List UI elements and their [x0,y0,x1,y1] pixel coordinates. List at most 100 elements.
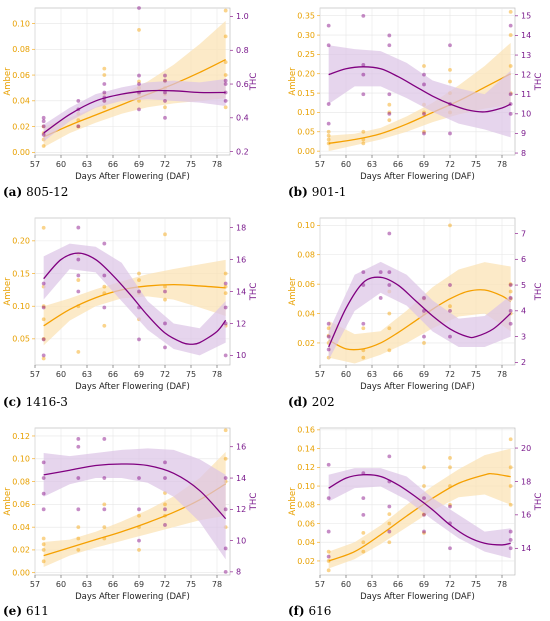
thc-data-point [223,281,228,286]
thc-data-point [41,491,46,496]
thc-tick-label: 14 [521,544,531,553]
panel-caption-tag: (a) [3,185,22,199]
panel-caption-name: 616 [309,604,332,618]
x-axis-label: Days After Flowering (DAF) [75,382,190,392]
thc-data-point [326,462,331,467]
thc-data-point [326,43,331,48]
amber-data-point [326,133,331,138]
thc-data-point [422,72,426,77]
thc-data-point [378,296,383,300]
thc-data-point [76,476,81,480]
amber-data-point [76,278,81,282]
amber-tick-label: 0.08 [12,45,30,54]
chart-panel-4: 57 60 63 66 69 72 75 780.020.040.060.080.102345… [288,217,544,409]
thc-data-point [41,507,46,512]
thc-data-point [326,321,331,326]
thc-data-point [102,476,107,480]
amber-data-point [76,350,81,354]
thc-data-point [361,72,366,77]
series-thc [41,225,228,358]
amber-tick-label: 0.06 [297,519,315,528]
x-tick-label: 60 [341,370,351,379]
amber-data-point [361,540,366,545]
amber-tick-label: 0.06 [12,500,30,509]
amber-data-point [223,428,228,433]
amber-data-point [448,304,452,309]
amber-data-point [137,278,141,282]
thc-data-point [137,82,141,86]
thc-data-point [41,119,46,124]
x-tick-label: 75 [186,580,196,589]
amber-tick-label: 0.00 [12,148,30,157]
amber-tick-label: 0.10 [12,302,30,311]
thc-confidence-band [328,45,511,138]
thc-fit-line [328,474,511,546]
amber-tick-label: 0.35 [297,12,315,21]
x-tick-label: 63 [367,370,377,379]
amber-data-point [41,336,46,341]
thc-data-point [326,334,331,339]
amber-data-point [448,223,452,228]
thc-data-point [361,512,366,517]
panel-caption-tag: (c) [3,395,22,409]
x-tick-label: 69 [419,580,429,589]
thc-data-point [163,523,167,527]
thc-data-point [448,504,452,509]
x-tick-label: 63 [82,370,92,379]
amber-data-point [326,137,331,142]
thc-tick-label: 4 [521,307,526,316]
x-tick-label: 72 [445,160,455,169]
thc-data-point [102,437,107,441]
amber-tick-label: 0.12 [297,463,315,472]
x-tick-label: 72 [445,580,455,589]
thc-data-point [137,6,141,10]
thc-tick-label: 8 [236,568,241,577]
amber-data-point [387,102,392,107]
x-tick-label: 66 [108,160,118,169]
thc-data-point [361,471,366,476]
thc-tick-label: 12 [236,505,246,514]
thc-tick-label: 0.6 [236,80,249,89]
thc-data-point [163,476,167,480]
amber-data-point [41,542,46,547]
x-tick-label: 72 [445,370,455,379]
thc-axis-label: THC [249,73,259,92]
thc-data-point [326,102,331,106]
amber-data-point [41,559,46,564]
amber-axis-label: Amber [3,277,13,306]
x-tick-label: 66 [108,370,118,379]
amber-tick-label: 0.04 [12,523,30,532]
amber-data-point [387,540,392,545]
amber-data-point [223,73,228,77]
amber-data-point [223,105,228,110]
thc-tick-label: 12 [236,319,246,328]
amber-data-point [102,525,107,530]
x-tick-label: 69 [134,160,144,169]
amber-tick-label: 0.05 [297,128,315,137]
amber-data-point [387,118,392,123]
thc-data-point [448,283,452,287]
thc-data-point [163,507,167,512]
panel-caption-name: 901-1 [312,185,347,199]
thc-tick-label: 8 [521,149,526,158]
thc-data-point [223,82,228,86]
x-tick-label: 69 [419,160,429,169]
amber-data-point [361,141,366,146]
thc-data-point [508,538,513,542]
amber-data-point [41,144,46,148]
series-thc [41,6,228,142]
x-tick-label: 63 [367,160,377,169]
thc-data-point [448,43,452,48]
panel-caption-name: 611 [26,604,49,618]
series-thc [41,437,228,574]
thc-data-point [448,334,452,339]
panel-caption-name: 1416-3 [26,395,68,409]
amber-data-point [102,284,107,289]
x-tick-label: 60 [56,160,66,169]
panel-caption-tag: (d) [288,395,308,409]
amber-data-point [448,465,452,470]
thc-data-point [102,90,107,95]
amber-confidence-band [43,451,226,568]
amber-data-point [422,465,426,470]
